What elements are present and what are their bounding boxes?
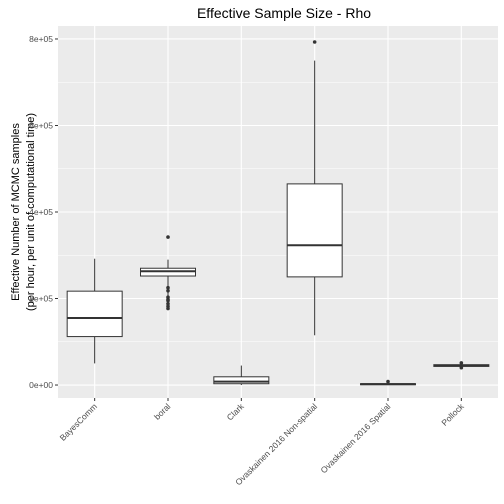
- outlier-point: [166, 289, 170, 293]
- y-tick-label: 0e+00: [29, 380, 53, 390]
- y-tick-label: 6e+05: [29, 120, 53, 130]
- chart-title: Effective Sample Size - Rho: [197, 5, 371, 21]
- outlier-point: [166, 307, 170, 311]
- x-tick-label: boral: [152, 401, 173, 422]
- outlier-point: [460, 366, 464, 370]
- y-axis: 0e+00 2e+05 4e+05 6e+05 8e+05: [29, 34, 58, 390]
- y-tick-label: 2e+05: [29, 294, 53, 304]
- x-tick-label: Ovaskainen 2016 Spatial: [319, 401, 393, 475]
- x-tick-label: Clark: [225, 401, 247, 423]
- y-axis-label-line-1: Effective Number of MCMC samples: [10, 123, 22, 301]
- x-tick-label: Pollock: [439, 401, 466, 428]
- y-tick-label: 8e+05: [29, 34, 53, 44]
- x-tick-label: BayesComm: [58, 401, 99, 442]
- outlier-point: [166, 235, 170, 239]
- y-tick-label: 4e+05: [29, 207, 53, 217]
- outlier-point: [313, 40, 317, 44]
- x-tick-label: Ovaskainen 2016 Non-spatial: [233, 401, 319, 487]
- box-iqr: [214, 377, 269, 384]
- box-iqr: [287, 184, 342, 277]
- outlier-point: [460, 361, 464, 365]
- box-iqr: [67, 291, 122, 336]
- outlier-point: [386, 380, 390, 384]
